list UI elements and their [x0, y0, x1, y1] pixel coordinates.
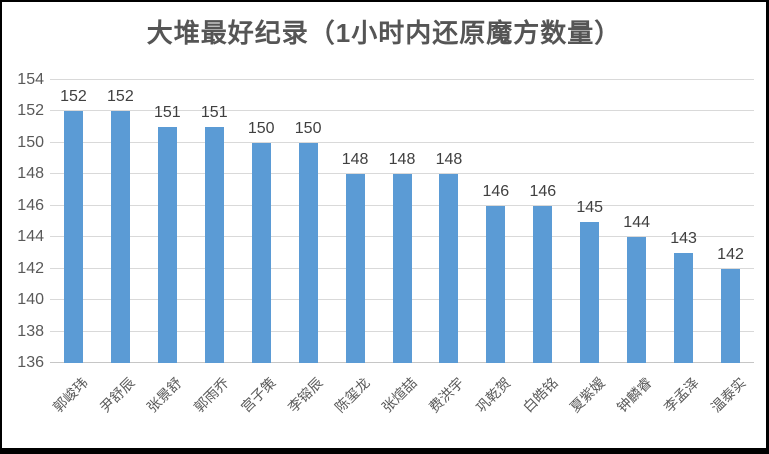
y-axis: 136 138 140 142 144 146 148 150 152 154 — [2, 71, 44, 371]
y-tick-label: 150 — [17, 133, 44, 151]
bar-value-label: 146 — [482, 182, 510, 200]
gridline — [50, 79, 754, 80]
y-tick-label: 148 — [17, 165, 44, 183]
y-tick-label: 142 — [17, 259, 44, 277]
bar — [486, 205, 506, 363]
bar-value-label: 148 — [341, 151, 369, 169]
bar-value-label: 145 — [576, 198, 604, 216]
y-tick-label: 154 — [17, 71, 44, 88]
bar — [110, 111, 130, 363]
bar — [721, 268, 741, 363]
x-category-label: 巩乾贺 — [472, 374, 514, 416]
y-tick-label: 136 — [17, 354, 44, 371]
bar — [251, 142, 271, 363]
x-category-label: 温泰实 — [707, 374, 749, 416]
bar-value-label: 150 — [294, 119, 322, 137]
x-category-label: 夏紫嫒 — [566, 374, 608, 416]
bar-value-label: 150 — [247, 119, 275, 137]
bar — [63, 111, 83, 363]
bar — [580, 221, 600, 363]
x-category-label: 李镕辰 — [284, 374, 326, 416]
bar-value-label: 148 — [388, 151, 416, 169]
bar-value-label: 152 — [60, 88, 87, 106]
bar-value-label: 142 — [717, 245, 744, 263]
x-category-label: 白皓铭 — [519, 374, 561, 416]
y-tick-label: 140 — [17, 291, 44, 309]
x-category-label: 张景舒 — [144, 374, 186, 416]
plot-area: 152 152 151 151 150 150 148 148 148 146 146 145 144 1… — [50, 79, 754, 363]
x-category-label: 尹舒辰 — [97, 374, 139, 416]
bar — [392, 174, 412, 363]
x-category-label: 郭峻玮 — [50, 374, 92, 416]
bar-value-label: 152 — [107, 88, 134, 106]
x-category-label: 钟麟睿 — [613, 374, 655, 416]
bar — [345, 174, 365, 363]
x-category-label: 陈玺龙 — [331, 374, 373, 416]
y-tick-label: 152 — [17, 102, 44, 120]
bar-value-label: 151 — [200, 104, 228, 122]
x-axis: 郭峻玮 尹舒辰 张景舒 郭雨乔 宫子策 李镕辰 陈玺龙 张煊喆 费洪宇 巩乾贺 白皓铭 夏紫嫒 钟麟睿李… — [50, 363, 754, 448]
y-tick-label: 138 — [17, 322, 44, 340]
bar — [204, 127, 224, 363]
gridline — [50, 173, 754, 175]
gridline — [50, 141, 754, 143]
y-tick-label: 144 — [17, 228, 44, 246]
bar-value-label: 146 — [529, 182, 557, 200]
y-tick-label: 146 — [17, 196, 44, 214]
bar-value-label: 144 — [623, 214, 650, 232]
x-category-label: 郭雨乔 — [190, 374, 233, 416]
bar — [627, 237, 647, 363]
chart-title: 大堆最好纪录（1小时内还原魔方数量） — [146, 18, 622, 48]
bar — [674, 252, 694, 363]
bar — [533, 205, 553, 363]
gridline — [50, 110, 754, 112]
bar — [439, 174, 459, 363]
bar-value-label: 148 — [435, 151, 463, 169]
x-category-label: 李孟泽 — [660, 374, 702, 416]
bar — [157, 127, 177, 363]
x-category-label: 张煊喆 — [378, 374, 420, 416]
bar-value-label: 143 — [670, 229, 697, 247]
x-category-label: 费洪宇 — [425, 374, 467, 416]
bar — [298, 142, 318, 363]
x-category-label: 宫子策 — [237, 374, 279, 416]
bar-value-label: 151 — [153, 104, 181, 122]
